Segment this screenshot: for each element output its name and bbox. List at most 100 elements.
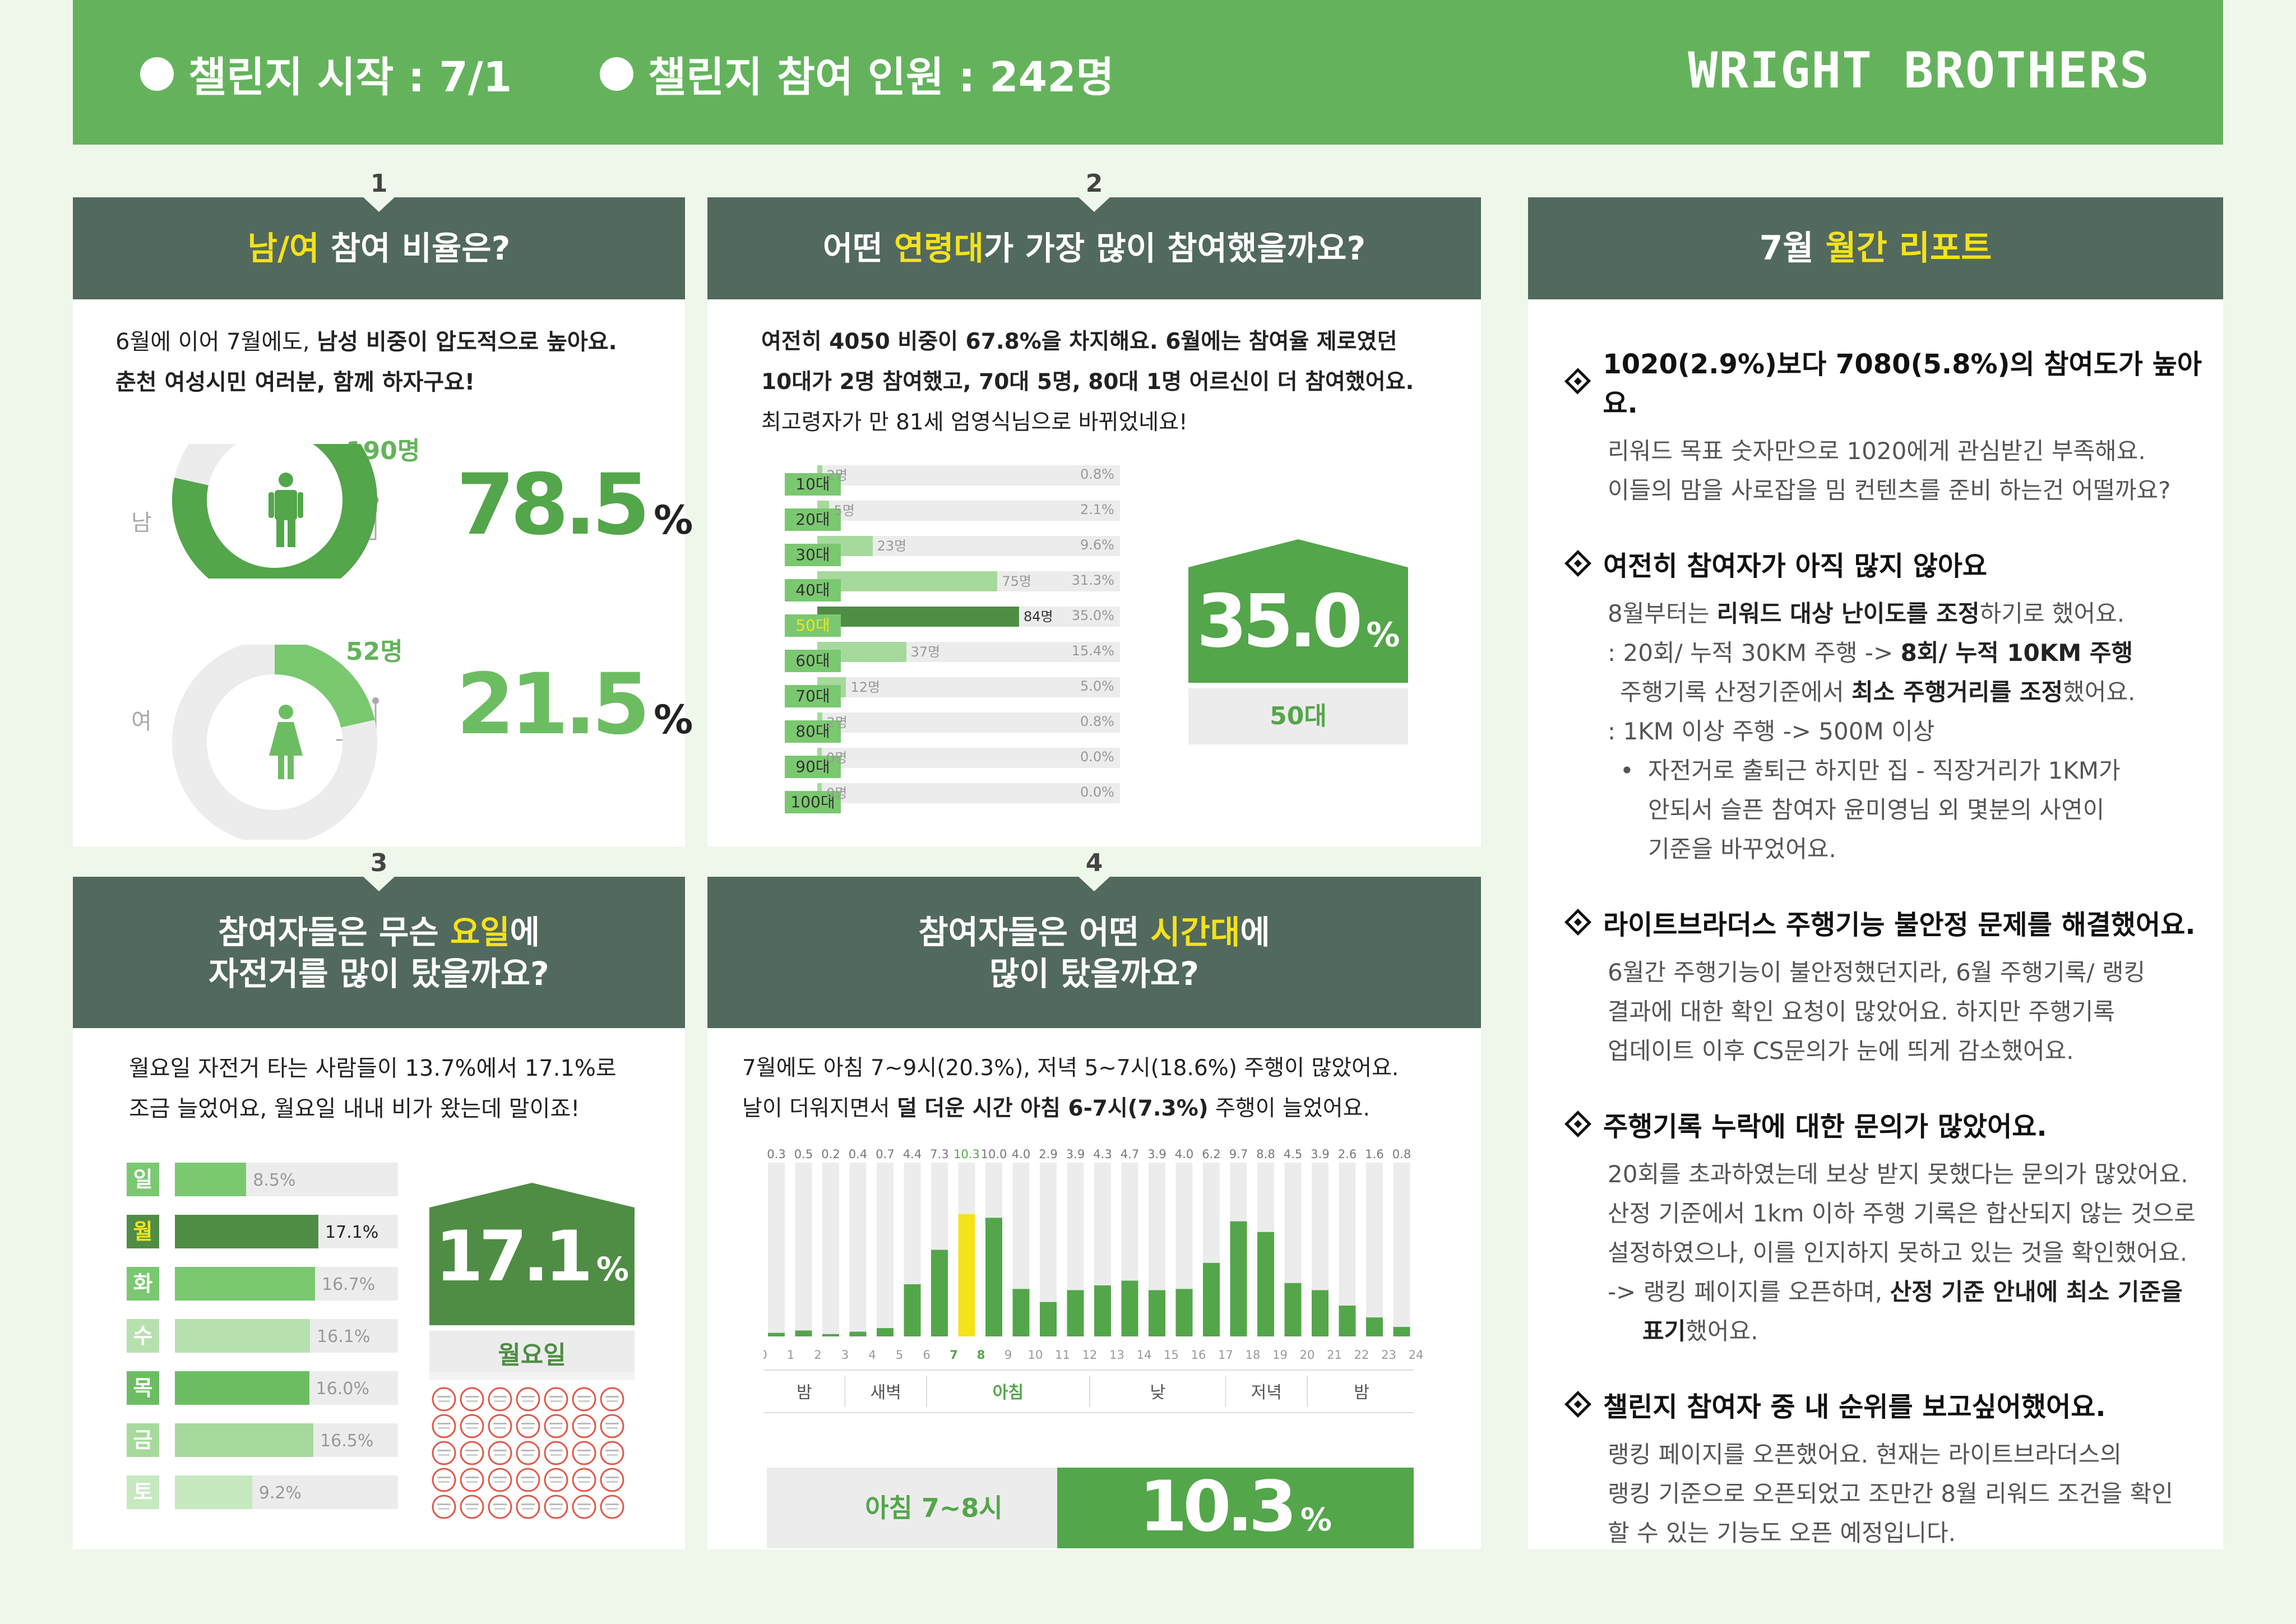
calendar-text-line: [438, 1481, 450, 1483]
hour-tick-label: 11: [1055, 1348, 1070, 1362]
hour-tick-label: 10: [1028, 1348, 1043, 1362]
hour-bar-track: [877, 1163, 894, 1336]
calendar-text-line: [607, 1481, 618, 1483]
age-percent-label: 0.0%: [1080, 784, 1114, 800]
weekday-label: 화: [127, 1267, 159, 1301]
calendar-day-marker: [488, 1468, 512, 1492]
calendar-day-marker: [516, 1441, 540, 1465]
hour-bar: [1121, 1280, 1138, 1336]
title-post: 에: [1240, 913, 1270, 951]
hour-highlight-value: 10.3%: [1057, 1466, 1414, 1547]
calendar-day-marker: [600, 1468, 624, 1492]
calendar-day-marker: [516, 1414, 540, 1438]
calendar-text-line: [437, 1477, 451, 1478]
weekday-highlight-value: 17.1%: [429, 1216, 635, 1297]
calendar-text-line: [438, 1427, 450, 1429]
calendar-text-line: [437, 1423, 451, 1424]
title-line2: 자전거를 많이 탔을까요?: [209, 955, 549, 993]
age-count-label: 2명: [826, 715, 848, 730]
hour-tick-label: 17: [1218, 1348, 1233, 1362]
calendar-day-marker: [572, 1468, 596, 1492]
panel-title: 참여자들은 무슨 요일에 자전거를 많이 탔을까요?: [73, 877, 685, 994]
age-count-label: 2명: [826, 468, 848, 483]
age-category-label: 100대: [785, 791, 841, 813]
calendar-text-line: [438, 1454, 450, 1456]
calendar-day-marker: [572, 1387, 596, 1412]
calendar-text-line: [494, 1508, 506, 1510]
hour-bar: [768, 1332, 785, 1336]
panel-number: 4: [1085, 849, 1103, 877]
calendar-day-marker: [488, 1387, 512, 1412]
age-percent-label: 35.0%: [1071, 608, 1114, 623]
panel-gender: 1 남/여 참여 비율은? 6월에 이어 7월에도, 남성 비중이 압도적으로 …: [73, 169, 693, 846]
weekday-value-label: 9.2%: [258, 1483, 302, 1503]
calendar-text-line: [577, 1450, 591, 1451]
age-highlight-label: 50대: [1188, 688, 1408, 744]
highlight-number: 17.1: [434, 1216, 593, 1297]
hour-tick-label: 12: [1082, 1348, 1098, 1362]
body-line: 산정 기준에서 1km 이하 주행 기록은 합산되지 않는 것으로: [1608, 1200, 2196, 1227]
age-count-label: 37명: [910, 644, 941, 660]
body-line: 업데이트 이후 CS문의가 눈에 띄게 감소했어요.: [1608, 1037, 2074, 1065]
hour-bar: [1067, 1290, 1084, 1336]
desc-text: 6월에 이어 7월에도,: [115, 329, 317, 355]
title-rest: 참여 비율은?: [319, 229, 511, 267]
hour-value-label: 4.3: [1093, 1148, 1112, 1161]
header-notch: [1077, 876, 1111, 891]
title-highlight: 시간대: [1150, 913, 1240, 951]
title-pre: 7월: [1759, 229, 1826, 268]
hour-bar: [1094, 1285, 1111, 1336]
calendar-day-marker: [432, 1468, 456, 1492]
hour-tick-label: 16: [1191, 1348, 1206, 1362]
calendar-text-line: [550, 1427, 562, 1429]
hour-tick-label: 20: [1300, 1348, 1315, 1362]
female-label: 여: [131, 709, 152, 734]
body-text: : 20회/ 누적 30KM 주행 ->: [1608, 639, 1901, 667]
hour-value-label: 8.8: [1256, 1148, 1275, 1161]
body-line: 리워드 목표 숫자만으로 1020에게 관심받긴 부족해요.: [1608, 437, 2146, 465]
section-heading: 주행기록 누락에 대한 문의가 많았어요.: [1603, 1111, 2047, 1142]
calendar-text-line: [607, 1427, 618, 1429]
calendar-text-line: [522, 1427, 534, 1429]
hour-bar: [985, 1218, 1002, 1336]
body-line: 자전거로 출퇴근 하지만 집 - 직장거리가 1KM가: [1648, 757, 2121, 784]
hour-highlight-label: 아침 7~8시: [767, 1468, 1101, 1548]
age-category-label: 20대: [785, 508, 841, 531]
body-line: : 1KM 이상 주행 -> 500M 이상: [1608, 718, 1935, 745]
panel-title: 7월 월간 리포트: [1528, 197, 2223, 299]
calendar-text-line: [550, 1508, 562, 1510]
hour-value-label: 9.7: [1229, 1148, 1248, 1161]
weekday-value-label: 16.5%: [320, 1431, 374, 1451]
hour-bar: [1149, 1290, 1165, 1336]
body-line: 6월간 주행기능이 불안정했던지라, 6월 주행기록/ 랭킹: [1608, 959, 2146, 986]
calendar-text-line: [549, 1423, 563, 1424]
calendar-text-line: [605, 1477, 619, 1478]
hour-value-label: 0.2: [821, 1148, 840, 1161]
calendar-text-line: [494, 1481, 506, 1483]
hour-bar: [931, 1250, 948, 1336]
hour-value-label: 4.4: [903, 1148, 922, 1161]
calendar-day-marker: [460, 1468, 484, 1492]
report-section: 주행기록 누락에 대한 문의가 많았어요. 20회를 초과하였는데 보상 받지 …: [1564, 1104, 2219, 1351]
hour-value-label: 6.2: [1202, 1148, 1220, 1161]
calendar-text-line: [438, 1400, 450, 1402]
hour-bar: [877, 1328, 894, 1336]
panel-weekday: 3 참여자들은 무슨 요일에 자전거를 많이 탔을까요? 월요일 자전거 타는 …: [73, 849, 685, 1549]
hour-tick-label: 5: [896, 1348, 903, 1362]
report-item-body: 리워드 목표 숫자만으로 1020에게 관심받긴 부족해요. 이들의 맘을 사로…: [1568, 432, 2219, 510]
calendar-day-marker: [460, 1495, 484, 1519]
challenge-start-label: 챌린지 시작 : 7/1: [188, 53, 512, 101]
calendar-text-line: [522, 1400, 534, 1402]
report-item-title: 챌린지 참여자 중 내 순위를 보고싶어했어요.: [1564, 1385, 2219, 1424]
age-percent-label: 5.0%: [1080, 678, 1114, 694]
hour-value-label: 4.5: [1284, 1148, 1302, 1161]
hour-bar: [1366, 1317, 1383, 1336]
desc-bold: 남성 비중이 압도적으로 높아요.: [317, 329, 617, 355]
hour-value-label: 0.3: [767, 1148, 785, 1161]
calendar-text-line: [577, 1396, 591, 1398]
calendar-day-marker: [460, 1387, 484, 1412]
male-percentage: 78.5%: [456, 456, 693, 554]
body-text: 8월부터는: [1608, 600, 1717, 627]
age-percent-label: 0.0%: [1080, 749, 1114, 765]
hour-value-label: 3.9: [1311, 1148, 1329, 1161]
